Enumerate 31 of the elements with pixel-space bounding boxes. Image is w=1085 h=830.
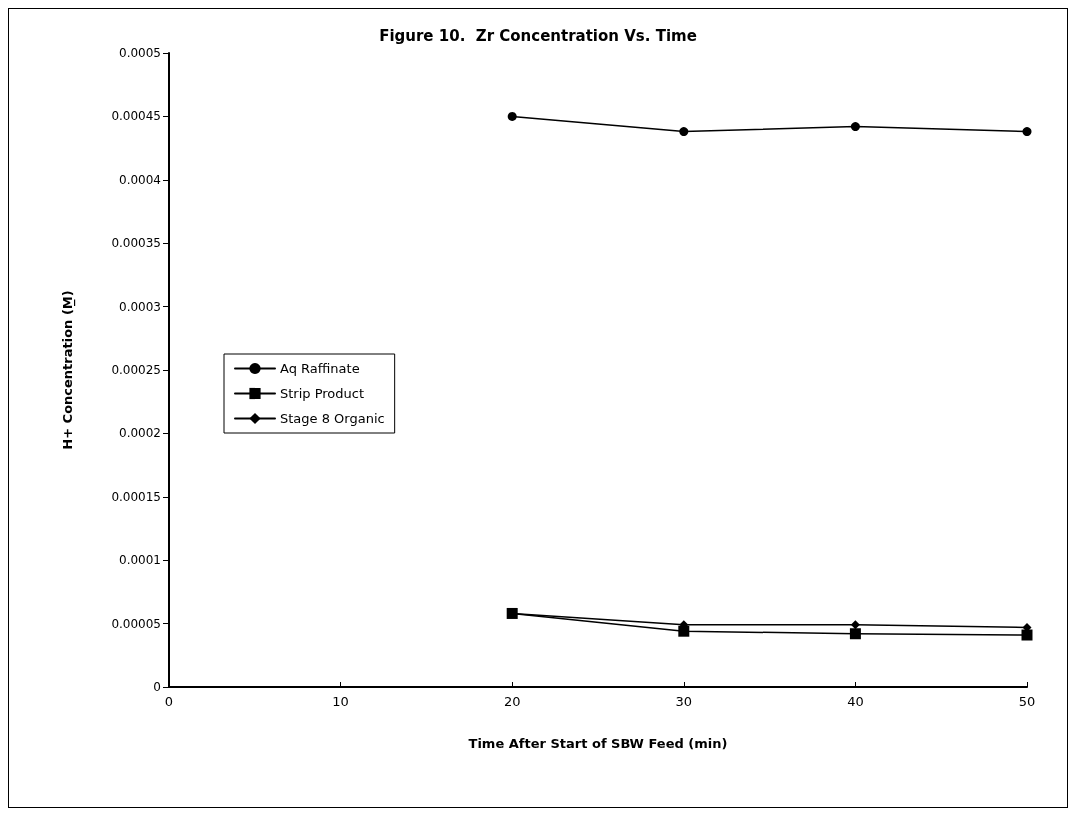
point bbox=[849, 628, 861, 640]
y-tick-label: 0.00045 bbox=[111, 109, 161, 124]
y-tick-label: 0.00005 bbox=[111, 616, 161, 631]
x-tick-label: 0 bbox=[164, 694, 174, 709]
chart-title: Figure 10. Zr Concentration Vs. Time bbox=[379, 26, 697, 45]
y-tick-label: 0.0004 bbox=[119, 172, 161, 187]
y-tick-label: 0.00025 bbox=[111, 363, 161, 377]
point bbox=[679, 127, 689, 137]
point bbox=[507, 111, 517, 121]
point bbox=[1022, 127, 1032, 137]
point bbox=[1021, 629, 1033, 641]
legend-label: Strip Product bbox=[280, 386, 365, 401]
x-tick-label: 10 bbox=[332, 694, 349, 709]
legend-label: Aq Raffinate bbox=[280, 361, 360, 376]
x-axis-title: Time After Start of SBW Feed (min) bbox=[468, 736, 728, 751]
y-tick-label: 0.0005 bbox=[119, 46, 161, 60]
legend-label: Stage 8 Organic bbox=[280, 411, 385, 426]
point bbox=[850, 620, 860, 630]
y-tick-label: 0.00035 bbox=[111, 236, 161, 251]
x-tick-label: 20 bbox=[503, 694, 521, 709]
point bbox=[850, 122, 860, 132]
y-tick-label: 0 bbox=[153, 680, 161, 694]
y-tick-label: 0.0003 bbox=[119, 299, 161, 314]
x-tick-label: 40 bbox=[847, 694, 864, 709]
y-tick-label: 0.0001 bbox=[119, 553, 161, 568]
x-tick-label: 50 bbox=[1018, 694, 1036, 709]
y-axis-title: H+ Concentration (M̲) bbox=[60, 290, 76, 450]
point bbox=[678, 625, 690, 637]
y-tick-label: 0.0002 bbox=[119, 426, 161, 441]
x-tick-label: 30 bbox=[675, 694, 693, 709]
y-tick-label: 0.00015 bbox=[111, 489, 161, 504]
